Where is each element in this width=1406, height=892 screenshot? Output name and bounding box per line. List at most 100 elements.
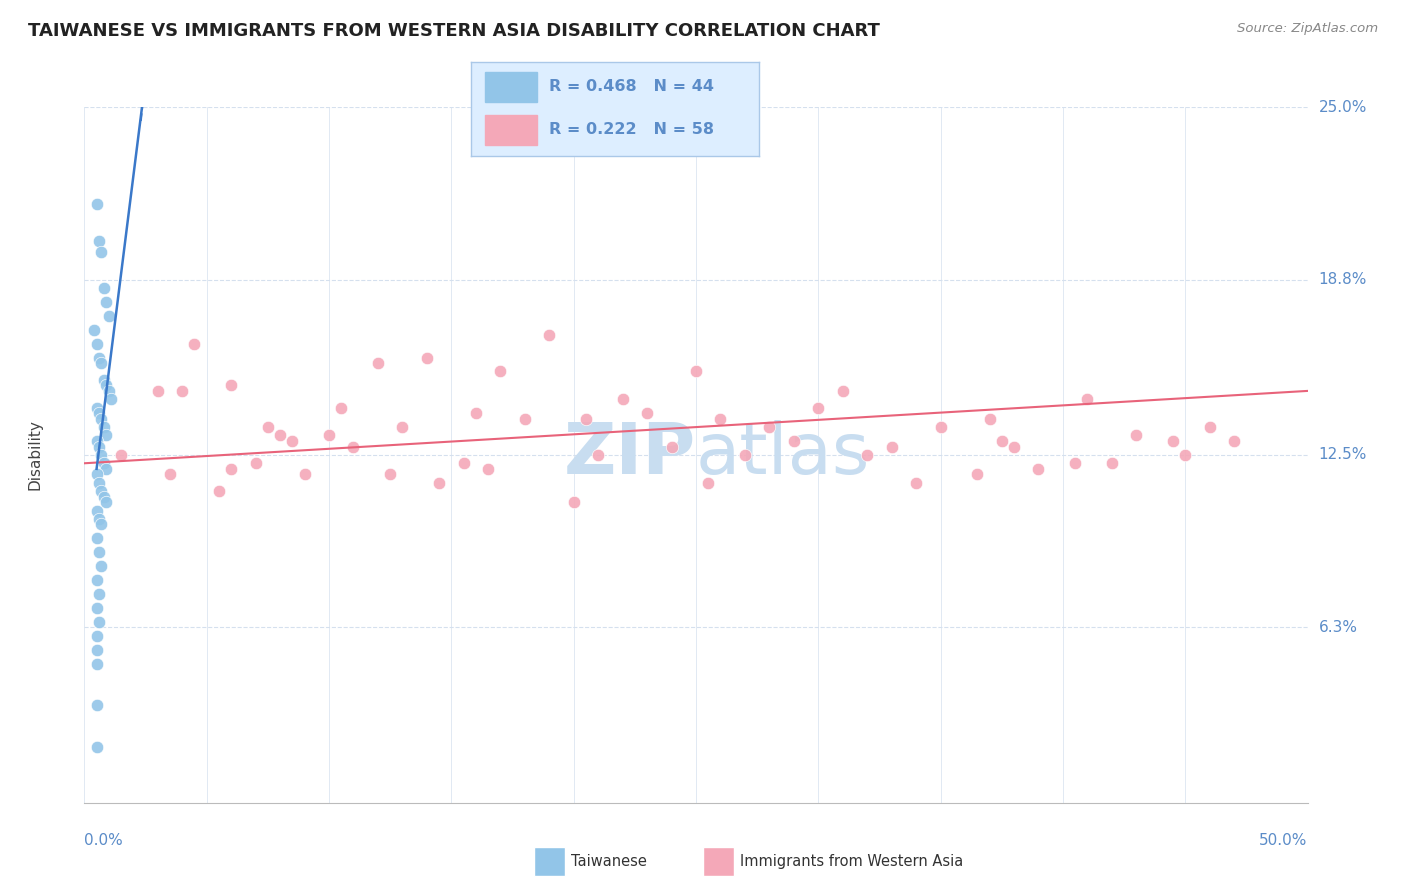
- Point: [86, 629, 108, 643]
- Point: [342, 440, 364, 454]
- Point: [929, 420, 952, 434]
- Point: [146, 384, 169, 398]
- Point: [758, 420, 780, 434]
- Point: [734, 448, 756, 462]
- Point: [86, 197, 108, 211]
- Point: [612, 392, 634, 407]
- Point: [90, 411, 112, 425]
- Point: [219, 378, 242, 392]
- Text: 18.8%: 18.8%: [1319, 272, 1367, 287]
- Text: TAIWANESE VS IMMIGRANTS FROM WESTERN ASIA DISABILITY CORRELATION CHART: TAIWANESE VS IMMIGRANTS FROM WESTERN ASI…: [28, 22, 880, 40]
- Text: Taiwanese: Taiwanese: [571, 855, 647, 869]
- Point: [86, 467, 108, 482]
- Point: [380, 467, 402, 482]
- Point: [93, 373, 115, 387]
- Point: [90, 484, 112, 499]
- FancyBboxPatch shape: [485, 115, 537, 145]
- Point: [464, 406, 486, 420]
- Point: [661, 440, 683, 454]
- Point: [427, 475, 450, 490]
- FancyBboxPatch shape: [485, 72, 537, 102]
- Point: [86, 573, 108, 587]
- Point: [269, 428, 291, 442]
- Point: [807, 401, 830, 415]
- Point: [1028, 462, 1050, 476]
- Point: [86, 657, 108, 671]
- Text: Source: ZipAtlas.com: Source: ZipAtlas.com: [1237, 22, 1378, 36]
- Point: [87, 615, 110, 629]
- Point: [391, 420, 413, 434]
- Point: [96, 462, 118, 476]
- Point: [966, 467, 988, 482]
- Point: [87, 587, 110, 601]
- Text: 12.5%: 12.5%: [1319, 448, 1367, 462]
- Point: [93, 420, 115, 434]
- Point: [318, 428, 340, 442]
- Point: [453, 456, 475, 470]
- Point: [1198, 420, 1220, 434]
- Point: [219, 462, 242, 476]
- Point: [93, 281, 115, 295]
- Point: [783, 434, 806, 448]
- Point: [87, 234, 110, 248]
- Point: [86, 601, 108, 615]
- Text: ZIP: ZIP: [564, 420, 696, 490]
- Point: [93, 456, 115, 470]
- Point: [87, 351, 110, 365]
- Text: 50.0%: 50.0%: [1260, 833, 1308, 848]
- Point: [1161, 434, 1184, 448]
- Point: [979, 411, 1001, 425]
- Point: [86, 434, 108, 448]
- Point: [709, 411, 731, 425]
- Point: [367, 356, 389, 370]
- Point: [90, 448, 112, 462]
- Point: [90, 356, 112, 370]
- Text: 0.0%: 0.0%: [84, 833, 124, 848]
- Point: [257, 420, 280, 434]
- Point: [90, 559, 112, 574]
- Point: [87, 475, 110, 490]
- Point: [880, 440, 903, 454]
- Point: [1002, 440, 1025, 454]
- Point: [159, 467, 181, 482]
- Point: [96, 378, 118, 392]
- Point: [685, 364, 707, 378]
- Point: [86, 401, 108, 415]
- Point: [636, 406, 658, 420]
- Point: [208, 484, 231, 499]
- Point: [172, 384, 194, 398]
- Point: [477, 462, 499, 476]
- Point: [86, 740, 108, 755]
- Point: [697, 475, 720, 490]
- Point: [90, 517, 112, 532]
- Point: [97, 309, 120, 323]
- Text: Immigrants from Western Asia: Immigrants from Western Asia: [740, 855, 963, 869]
- Text: Disability: Disability: [28, 419, 44, 491]
- Point: [991, 434, 1014, 448]
- Point: [87, 406, 110, 420]
- Point: [1101, 456, 1123, 470]
- Point: [513, 411, 536, 425]
- Text: R = 0.222   N = 58: R = 0.222 N = 58: [548, 122, 714, 137]
- Point: [1076, 392, 1098, 407]
- Point: [294, 467, 316, 482]
- Point: [1125, 428, 1147, 442]
- Point: [96, 294, 118, 309]
- Point: [1223, 434, 1246, 448]
- Point: [87, 545, 110, 559]
- Point: [586, 448, 609, 462]
- Point: [330, 401, 353, 415]
- Point: [86, 642, 108, 657]
- Point: [575, 411, 598, 425]
- Point: [1064, 456, 1087, 470]
- Point: [1174, 448, 1197, 462]
- Point: [93, 490, 115, 504]
- Point: [856, 448, 879, 462]
- Point: [83, 323, 105, 337]
- Point: [110, 448, 132, 462]
- Point: [87, 440, 110, 454]
- Point: [245, 456, 267, 470]
- Point: [86, 532, 108, 546]
- Point: [416, 351, 439, 365]
- Point: [831, 384, 853, 398]
